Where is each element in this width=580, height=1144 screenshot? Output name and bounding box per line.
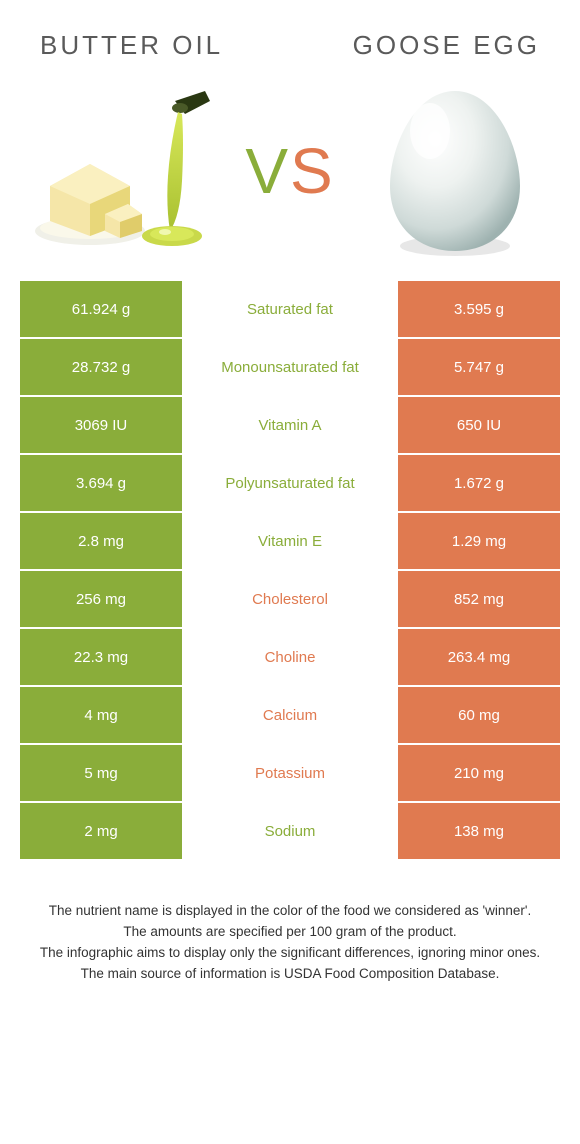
table-row: 22.3 mgCholine263.4 mg [20, 629, 560, 685]
nutrient-label: Choline [182, 629, 398, 685]
vs-v: V [245, 135, 290, 207]
table-row: 2.8 mgVitamin E1.29 mg [20, 513, 560, 569]
left-value: 4 mg [20, 687, 182, 743]
table-row: 3.694 gPolyunsaturated fat1.672 g [20, 455, 560, 511]
butter-oil-icon [30, 86, 220, 256]
left-value: 61.924 g [20, 281, 182, 337]
table-row: 3069 IUVitamin A650 IU [20, 397, 560, 453]
header: BUTTER OIL GOOSE EGG [0, 0, 580, 71]
egg-icon [370, 81, 540, 261]
right-value: 1.29 mg [398, 513, 560, 569]
table-row: 61.924 gSaturated fat3.595 g [20, 281, 560, 337]
nutrient-label: Cholesterol [182, 571, 398, 627]
table-row: 5 mgPotassium210 mg [20, 745, 560, 801]
butter-oil-image [30, 81, 220, 261]
images-row: VS [0, 71, 580, 281]
right-food-title: GOOSE EGG [353, 30, 540, 61]
right-value: 138 mg [398, 803, 560, 859]
right-value: 5.747 g [398, 339, 560, 395]
table-row: 28.732 gMonounsaturated fat5.747 g [20, 339, 560, 395]
comparison-table: 61.924 gSaturated fat3.595 g28.732 gMono… [20, 281, 560, 859]
right-value: 1.672 g [398, 455, 560, 511]
table-row: 4 mgCalcium60 mg [20, 687, 560, 743]
right-value: 210 mg [398, 745, 560, 801]
goose-egg-image [360, 81, 550, 261]
table-row: 2 mgSodium138 mg [20, 803, 560, 859]
nutrient-label: Sodium [182, 803, 398, 859]
left-value: 3.694 g [20, 455, 182, 511]
left-value: 2.8 mg [20, 513, 182, 569]
right-value: 3.595 g [398, 281, 560, 337]
footer-line: The nutrient name is displayed in the co… [30, 901, 550, 922]
nutrient-label: Saturated fat [182, 281, 398, 337]
left-value: 3069 IU [20, 397, 182, 453]
footer-notes: The nutrient name is displayed in the co… [0, 861, 580, 985]
nutrient-label: Calcium [182, 687, 398, 743]
left-value: 256 mg [20, 571, 182, 627]
nutrient-label: Polyunsaturated fat [182, 455, 398, 511]
nutrient-label: Vitamin A [182, 397, 398, 453]
right-value: 852 mg [398, 571, 560, 627]
footer-line: The amounts are specified per 100 gram o… [30, 922, 550, 943]
right-value: 650 IU [398, 397, 560, 453]
nutrient-label: Potassium [182, 745, 398, 801]
vs-label: VS [245, 134, 334, 208]
left-value: 2 mg [20, 803, 182, 859]
footer-line: The infographic aims to display only the… [30, 943, 550, 964]
nutrient-label: Monounsaturated fat [182, 339, 398, 395]
footer-line: The main source of information is USDA F… [30, 964, 550, 985]
left-food-title: BUTTER OIL [40, 30, 223, 61]
left-value: 28.732 g [20, 339, 182, 395]
vs-s: S [290, 135, 335, 207]
right-value: 263.4 mg [398, 629, 560, 685]
nutrient-label: Vitamin E [182, 513, 398, 569]
left-value: 5 mg [20, 745, 182, 801]
left-value: 22.3 mg [20, 629, 182, 685]
right-value: 60 mg [398, 687, 560, 743]
table-row: 256 mgCholesterol852 mg [20, 571, 560, 627]
